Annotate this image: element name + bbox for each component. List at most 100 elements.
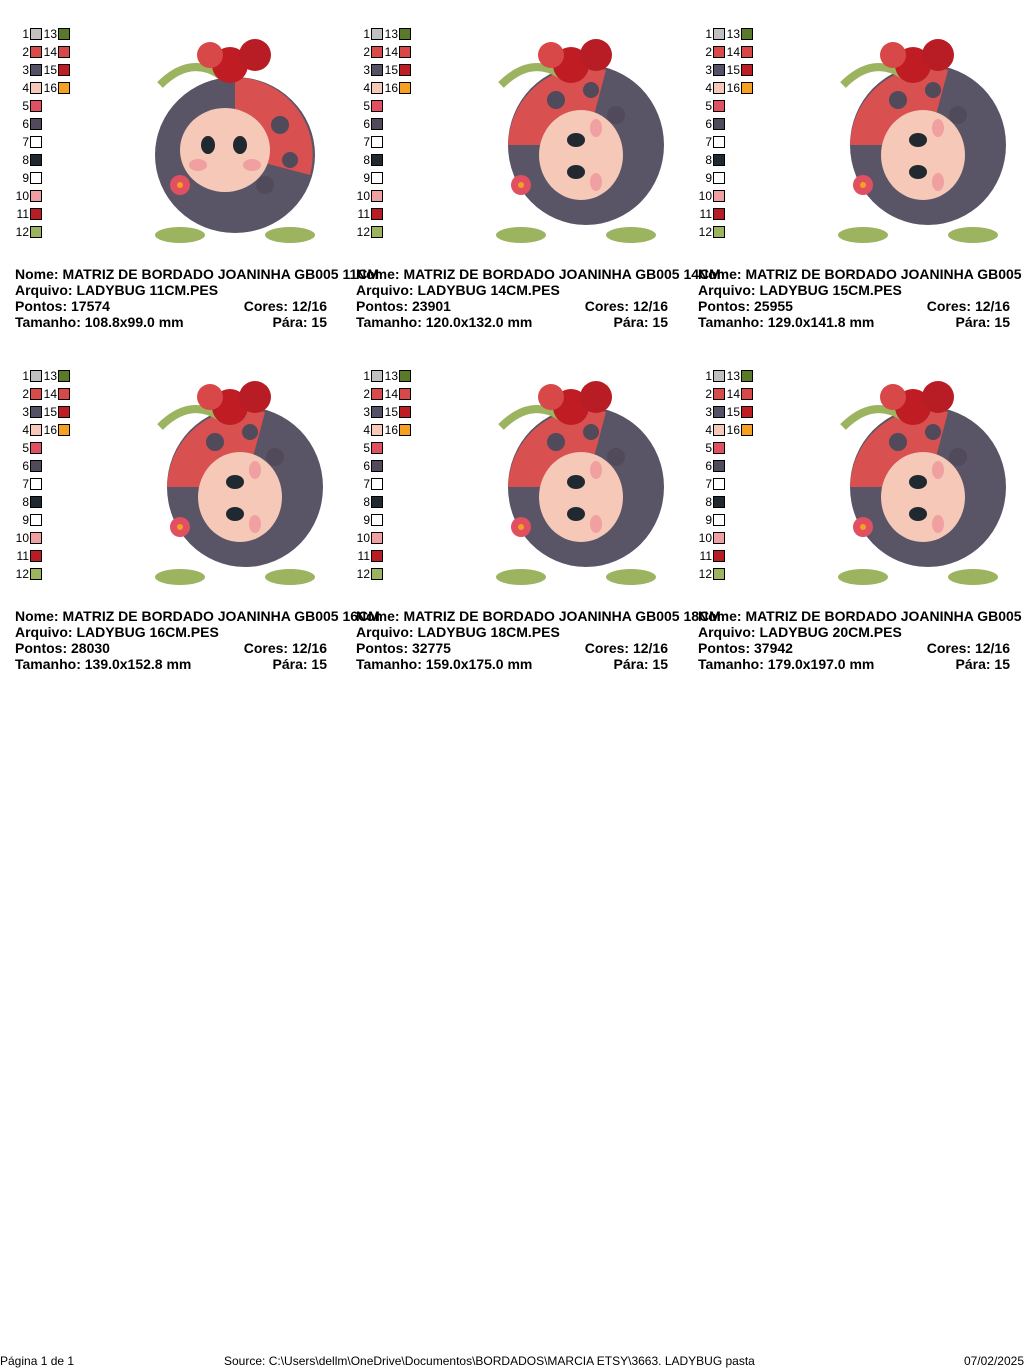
color-swatch: 10 <box>356 532 383 544</box>
color-number: 11 <box>357 549 370 563</box>
color-swatch: 8 <box>698 496 725 508</box>
color-box <box>713 406 725 418</box>
color-box <box>713 568 725 580</box>
color-swatch: 3 <box>15 406 42 418</box>
color-box <box>713 496 725 508</box>
color-swatch: 8 <box>15 496 42 508</box>
source-path: Source: C:\Users\dellm\OneDrive\Document… <box>224 1354 755 1368</box>
color-number: 12 <box>356 567 370 581</box>
color-box <box>58 46 70 58</box>
color-number: 7 <box>363 477 370 491</box>
color-number: 11 <box>357 207 370 221</box>
color-number: 4 <box>22 423 29 437</box>
color-box <box>713 424 725 436</box>
design-card: 1 2 3 4 5 6 7 8 9 10 11 12 13 1 <box>698 25 1024 345</box>
color-box <box>371 64 383 76</box>
color-swatch: 13 <box>726 28 753 40</box>
color-swatch: 7 <box>356 478 383 490</box>
color-number: 14 <box>43 387 57 401</box>
color-swatch: 16 <box>384 82 411 94</box>
color-box <box>30 496 42 508</box>
color-box <box>371 478 383 490</box>
color-number: 9 <box>705 513 712 527</box>
color-box <box>713 478 725 490</box>
color-number: 10 <box>15 189 29 203</box>
color-box <box>399 46 411 58</box>
color-swatch: 9 <box>356 172 383 184</box>
color-number: 12 <box>356 225 370 239</box>
color-box <box>30 190 42 202</box>
color-number: 15 <box>726 405 740 419</box>
design-info: Nome: MATRIZ DE BORDADO JOANINHA GB005 1… <box>356 608 721 672</box>
color-number: 7 <box>22 135 29 149</box>
color-swatch: 11 <box>15 550 42 562</box>
color-number: 11 <box>699 207 712 221</box>
color-box <box>371 442 383 454</box>
color-number: 6 <box>22 459 29 473</box>
stitch-count: Pontos: 37942 <box>698 640 793 656</box>
design-file: Arquivo: LADYBUG 20CM.PES <box>698 624 902 640</box>
color-swatch: 3 <box>698 64 725 76</box>
color-swatch: 15 <box>384 64 411 76</box>
color-count: Cores: 12/16 <box>926 640 1010 656</box>
color-number: 14 <box>726 45 740 59</box>
color-number: 1 <box>22 27 29 41</box>
color-number: 2 <box>705 387 712 401</box>
color-number: 6 <box>22 117 29 131</box>
color-swatch: 9 <box>356 514 383 526</box>
color-swatch: 10 <box>15 190 42 202</box>
stops-count: Pára: 15 <box>955 314 1010 330</box>
color-swatch: 13 <box>726 370 753 382</box>
color-number: 14 <box>43 45 57 59</box>
color-box <box>371 136 383 148</box>
color-number: 3 <box>22 63 29 77</box>
stops-count: Pára: 15 <box>613 656 668 672</box>
color-box <box>741 406 753 418</box>
stops-count: Pára: 15 <box>955 656 1010 672</box>
color-number: 5 <box>22 99 29 113</box>
color-box <box>713 64 725 76</box>
color-number: 15 <box>43 63 57 77</box>
color-box <box>30 424 42 436</box>
color-swatch: 2 <box>356 388 383 400</box>
color-swatch: 11 <box>698 208 725 220</box>
color-box <box>713 388 725 400</box>
color-swatch: 4 <box>15 82 42 94</box>
design-file: Arquivo: LADYBUG 14CM.PES <box>356 282 560 298</box>
color-box <box>371 424 383 436</box>
color-swatch: 6 <box>698 118 725 130</box>
color-box <box>713 172 725 184</box>
color-number: 13 <box>384 369 398 383</box>
design-size: Tamanho: 179.0x197.0 mm <box>698 656 875 672</box>
color-number: 4 <box>363 423 370 437</box>
color-number: 9 <box>363 171 370 185</box>
color-number: 2 <box>363 45 370 59</box>
color-box <box>30 82 42 94</box>
color-box <box>741 46 753 58</box>
color-number: 5 <box>22 441 29 455</box>
color-box <box>30 406 42 418</box>
color-number: 3 <box>363 405 370 419</box>
color-box <box>399 406 411 418</box>
design-size: Tamanho: 129.0x141.8 mm <box>698 314 875 330</box>
color-swatch: 2 <box>15 46 42 58</box>
color-swatch: 3 <box>356 64 383 76</box>
design-size: Tamanho: 108.8x99.0 mm <box>15 314 184 330</box>
color-number: 2 <box>705 45 712 59</box>
color-number: 16 <box>43 423 57 437</box>
color-box <box>371 82 383 94</box>
color-box <box>713 370 725 382</box>
color-number: 12 <box>698 225 712 239</box>
color-swatch: 9 <box>15 172 42 184</box>
color-box <box>713 100 725 112</box>
page-number: Página 1 de 1 <box>0 1354 75 1368</box>
color-number: 13 <box>43 369 57 383</box>
color-box <box>58 388 70 400</box>
design-file: Arquivo: LADYBUG 11CM.PES <box>15 282 219 298</box>
color-swatch: 5 <box>15 100 42 112</box>
color-swatch: 12 <box>356 568 383 580</box>
color-swatch: 3 <box>356 406 383 418</box>
color-box <box>371 172 383 184</box>
design-card: 1 2 3 4 5 6 7 8 9 10 11 12 13 1 <box>356 25 721 345</box>
color-swatch: 9 <box>698 514 725 526</box>
